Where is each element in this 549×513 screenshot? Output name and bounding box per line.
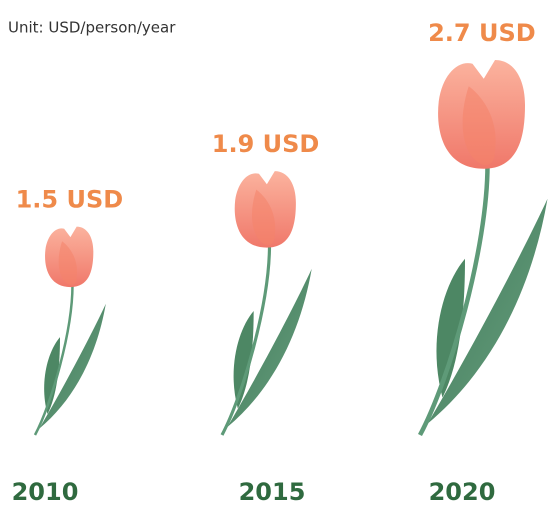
tulip	[420, 60, 548, 435]
category-label: 2015	[239, 478, 306, 506]
value-label: 2.7 USD	[428, 19, 536, 47]
chart: Unit: USD/person/year 1.5 USD 2010 1.9 USD…	[0, 0, 549, 509]
unit-subtitle: Unit: USD/person/year	[8, 19, 176, 37]
value-label: 1.9 USD	[212, 130, 320, 158]
tulip	[35, 227, 106, 435]
value-label: 1.5 USD	[16, 186, 124, 214]
category-label: 2010	[12, 478, 79, 506]
category-label: 2020	[429, 478, 496, 506]
tulip	[222, 171, 312, 435]
